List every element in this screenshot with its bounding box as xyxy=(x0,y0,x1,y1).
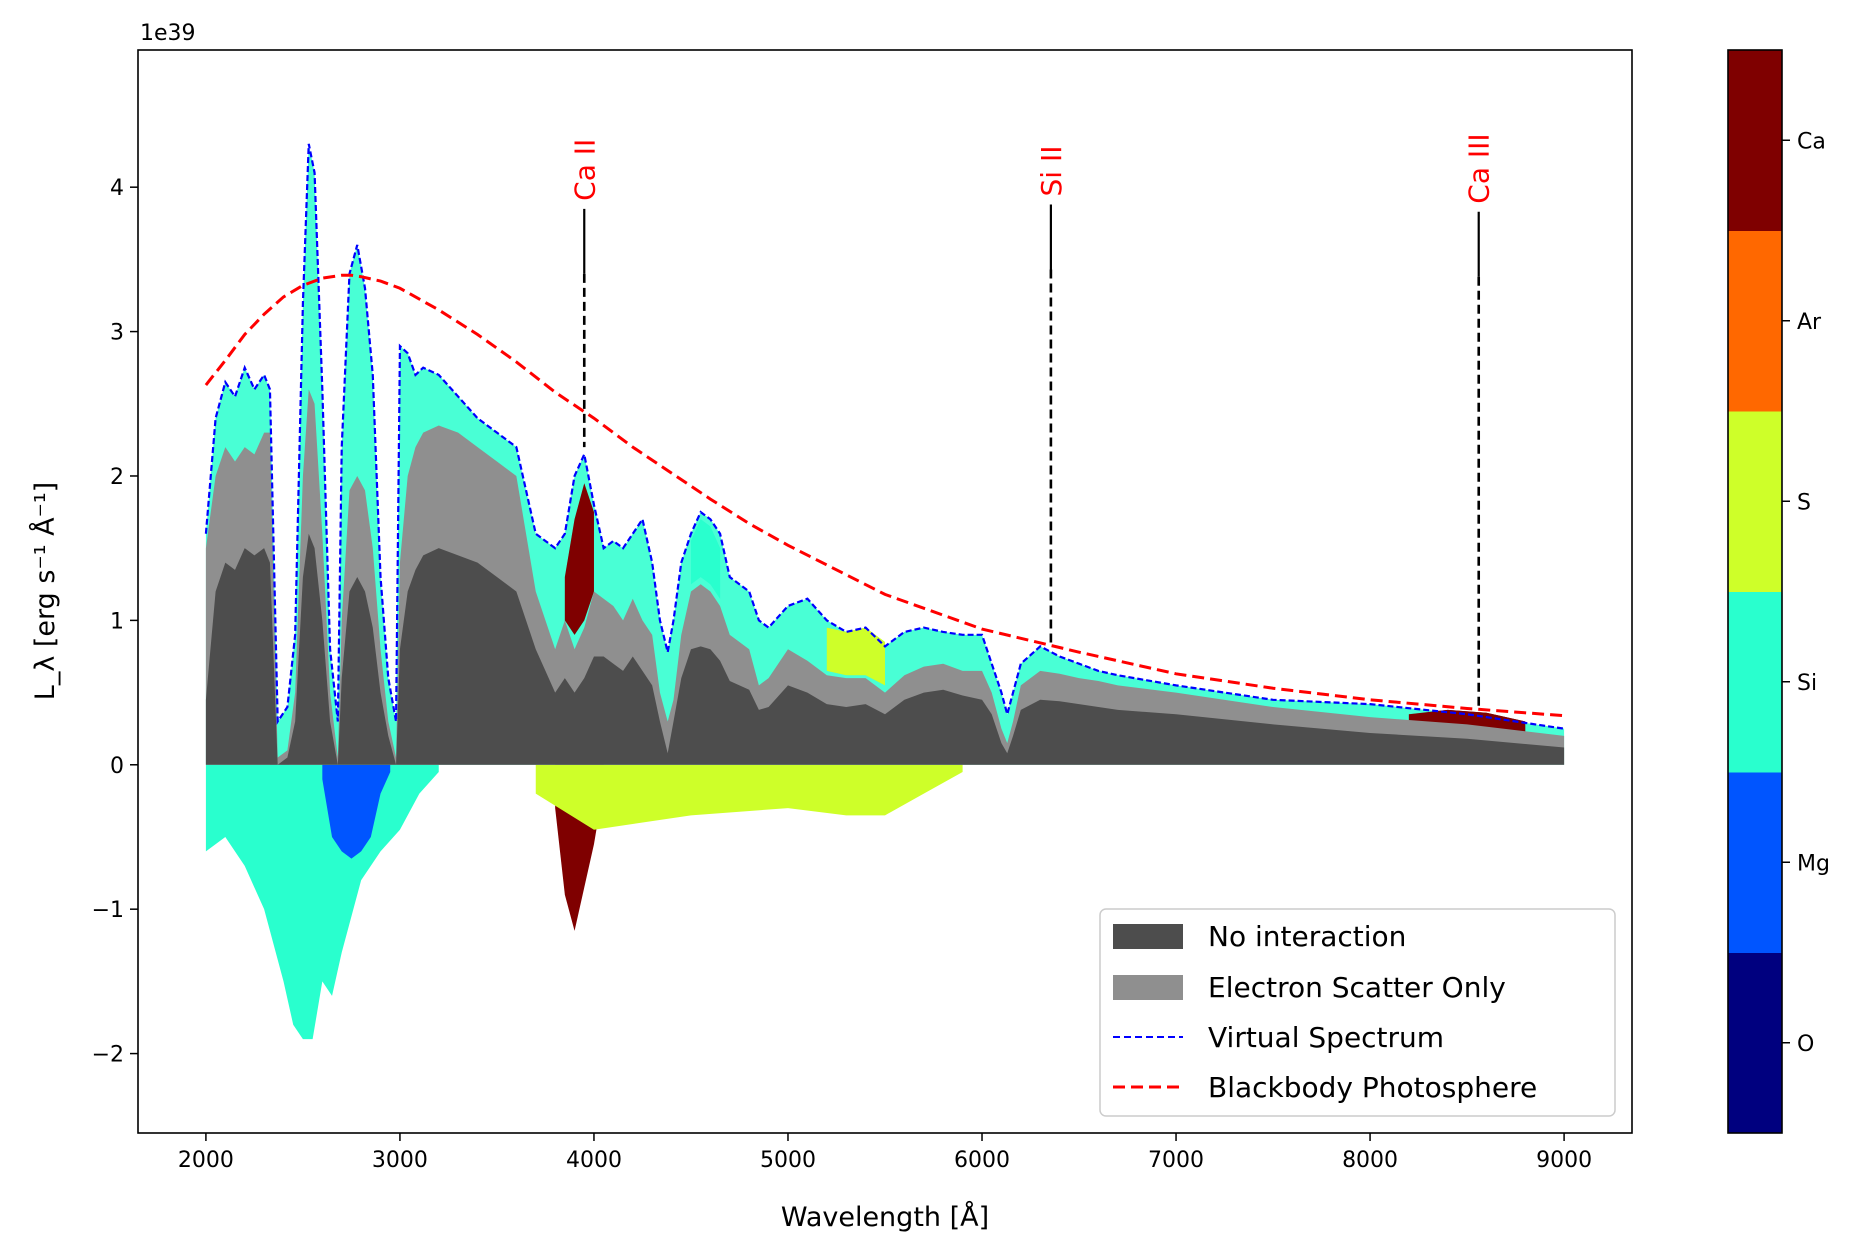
colorbar-label-si: Si xyxy=(1797,671,1817,696)
colorbar-label-o: O xyxy=(1797,1032,1814,1057)
element-band-ca-5 xyxy=(564,483,594,635)
plot-area xyxy=(204,143,1565,1040)
element-contribution-s-4 xyxy=(535,764,963,830)
element-contribution-mg-2 xyxy=(322,764,391,859)
axis-ticks: 2000 3000 4000 5000 6000 7000 8000 9000 −2 −1 0 1 2 3… xyxy=(92,176,1593,1173)
legend-box xyxy=(1099,908,1616,1117)
series-line-virtual-spectrum xyxy=(204,143,1565,730)
element-band-underlay xyxy=(205,143,1565,765)
legend-label-blackbody: Blackbody Photosphere xyxy=(1208,1071,1537,1104)
x-tick-label: 3000 xyxy=(372,1148,428,1173)
legend-label-virtual-spectrum: Virtual Spectrum xyxy=(1208,1021,1444,1054)
legend-label-electron-scatter: Electron Scatter Only xyxy=(1208,971,1506,1004)
legend-swatch-electron-scatter xyxy=(1113,975,1183,1000)
colorbar-segment-o xyxy=(1728,952,1782,1134)
x-tick-label: 6000 xyxy=(954,1148,1010,1173)
colorbar-label-ca: Ca xyxy=(1797,129,1826,154)
colorbar: O Mg Si S Ar Ca xyxy=(1728,50,1830,1134)
y-tick-label: 2 xyxy=(110,465,124,490)
line-annotations: Ca II Si II Ca III xyxy=(568,133,1496,710)
element-band-s-7 xyxy=(826,627,885,686)
series-fill-electron-scatter-only xyxy=(205,389,1565,765)
colorbar-label-ar: Ar xyxy=(1797,310,1822,335)
y-tick-label: 3 xyxy=(110,321,124,346)
x-tick-label: 5000 xyxy=(760,1148,816,1173)
x-tick-label: 9000 xyxy=(1536,1148,1592,1173)
y-tick-label: 1 xyxy=(110,609,124,634)
series-line-blackbody-photosphere xyxy=(204,273,1565,718)
legend-label-no-interaction: No interaction xyxy=(1208,920,1406,953)
colorbar-segment-s xyxy=(1728,411,1782,592)
y-tick-label: 0 xyxy=(110,754,124,779)
x-tick-label: 8000 xyxy=(1342,1148,1398,1173)
element-band-ca-8 xyxy=(1408,709,1526,734)
x-tick-label: 2000 xyxy=(178,1148,234,1173)
y-tick-label: −2 xyxy=(92,1043,124,1068)
y-axis-label: L_λ [erg s⁻¹ Å⁻¹] xyxy=(29,482,61,700)
x-axis-label: Wavelength [Å] xyxy=(781,1201,989,1233)
element-band-si-6 xyxy=(690,519,721,599)
colorbar-label-s: S xyxy=(1797,490,1811,515)
colorbar-segment-ca xyxy=(1728,50,1782,231)
colorbar-label-mg: Mg xyxy=(1797,851,1830,876)
x-tick-label: 7000 xyxy=(1148,1148,1204,1173)
x-tick-label: 4000 xyxy=(566,1148,622,1173)
y-tick-label: 4 xyxy=(110,176,124,201)
axes-frame xyxy=(137,49,1633,1134)
colorbar-segment-ar xyxy=(1728,230,1782,412)
colorbar-frame xyxy=(1727,49,1783,1134)
annotation-label: Ca III xyxy=(1463,133,1496,203)
element-contribution-si-1 xyxy=(205,764,439,1040)
annotation-label: Si II xyxy=(1035,146,1068,197)
colorbar-segment-si xyxy=(1728,591,1782,773)
series-fill-no-interaction xyxy=(205,533,1565,765)
colorbar-segment-mg xyxy=(1728,772,1782,953)
y-tick-label: −1 xyxy=(92,898,124,923)
legend: No interaction Electron Scatter Only Vir… xyxy=(1099,908,1616,1117)
annotation-label: Ca II xyxy=(568,139,601,201)
y-scale-label: 1e39 xyxy=(140,21,196,46)
legend-swatch-no-interaction xyxy=(1113,924,1183,949)
